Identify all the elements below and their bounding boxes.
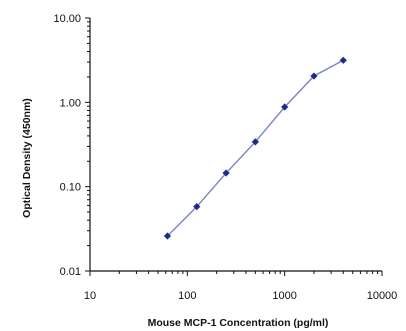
series-line (167, 59, 344, 237)
data-point (222, 169, 230, 177)
y-tick-label: 0.01 (60, 266, 81, 278)
y-ticks: 0.01 0.10 1.00 10.00 (53, 13, 90, 278)
x-tick-label: 1000 (272, 290, 296, 302)
x-axis-title: Mouse MCP-1 Concentration (pg/ml) (148, 317, 329, 329)
data-point (163, 232, 172, 240)
data-point (339, 56, 347, 64)
data-point (310, 72, 318, 80)
y-axis-title: Optical Density (450nm) (21, 98, 33, 218)
y-tick-label: 1.00 (60, 97, 81, 109)
plot-area (163, 56, 347, 240)
x-ticks: 10 100 1000 10000 (84, 271, 397, 302)
data-point (193, 203, 201, 211)
x-tick-label: 100 (178, 290, 196, 302)
y-tick-label: 10.00 (53, 13, 81, 25)
data-point (251, 138, 259, 146)
axes (89, 18, 382, 272)
x-tick-label: 10000 (367, 290, 398, 302)
y-tick-label: 0.10 (60, 182, 81, 194)
x-tick-label: 10 (84, 290, 96, 302)
data-point (281, 103, 289, 111)
